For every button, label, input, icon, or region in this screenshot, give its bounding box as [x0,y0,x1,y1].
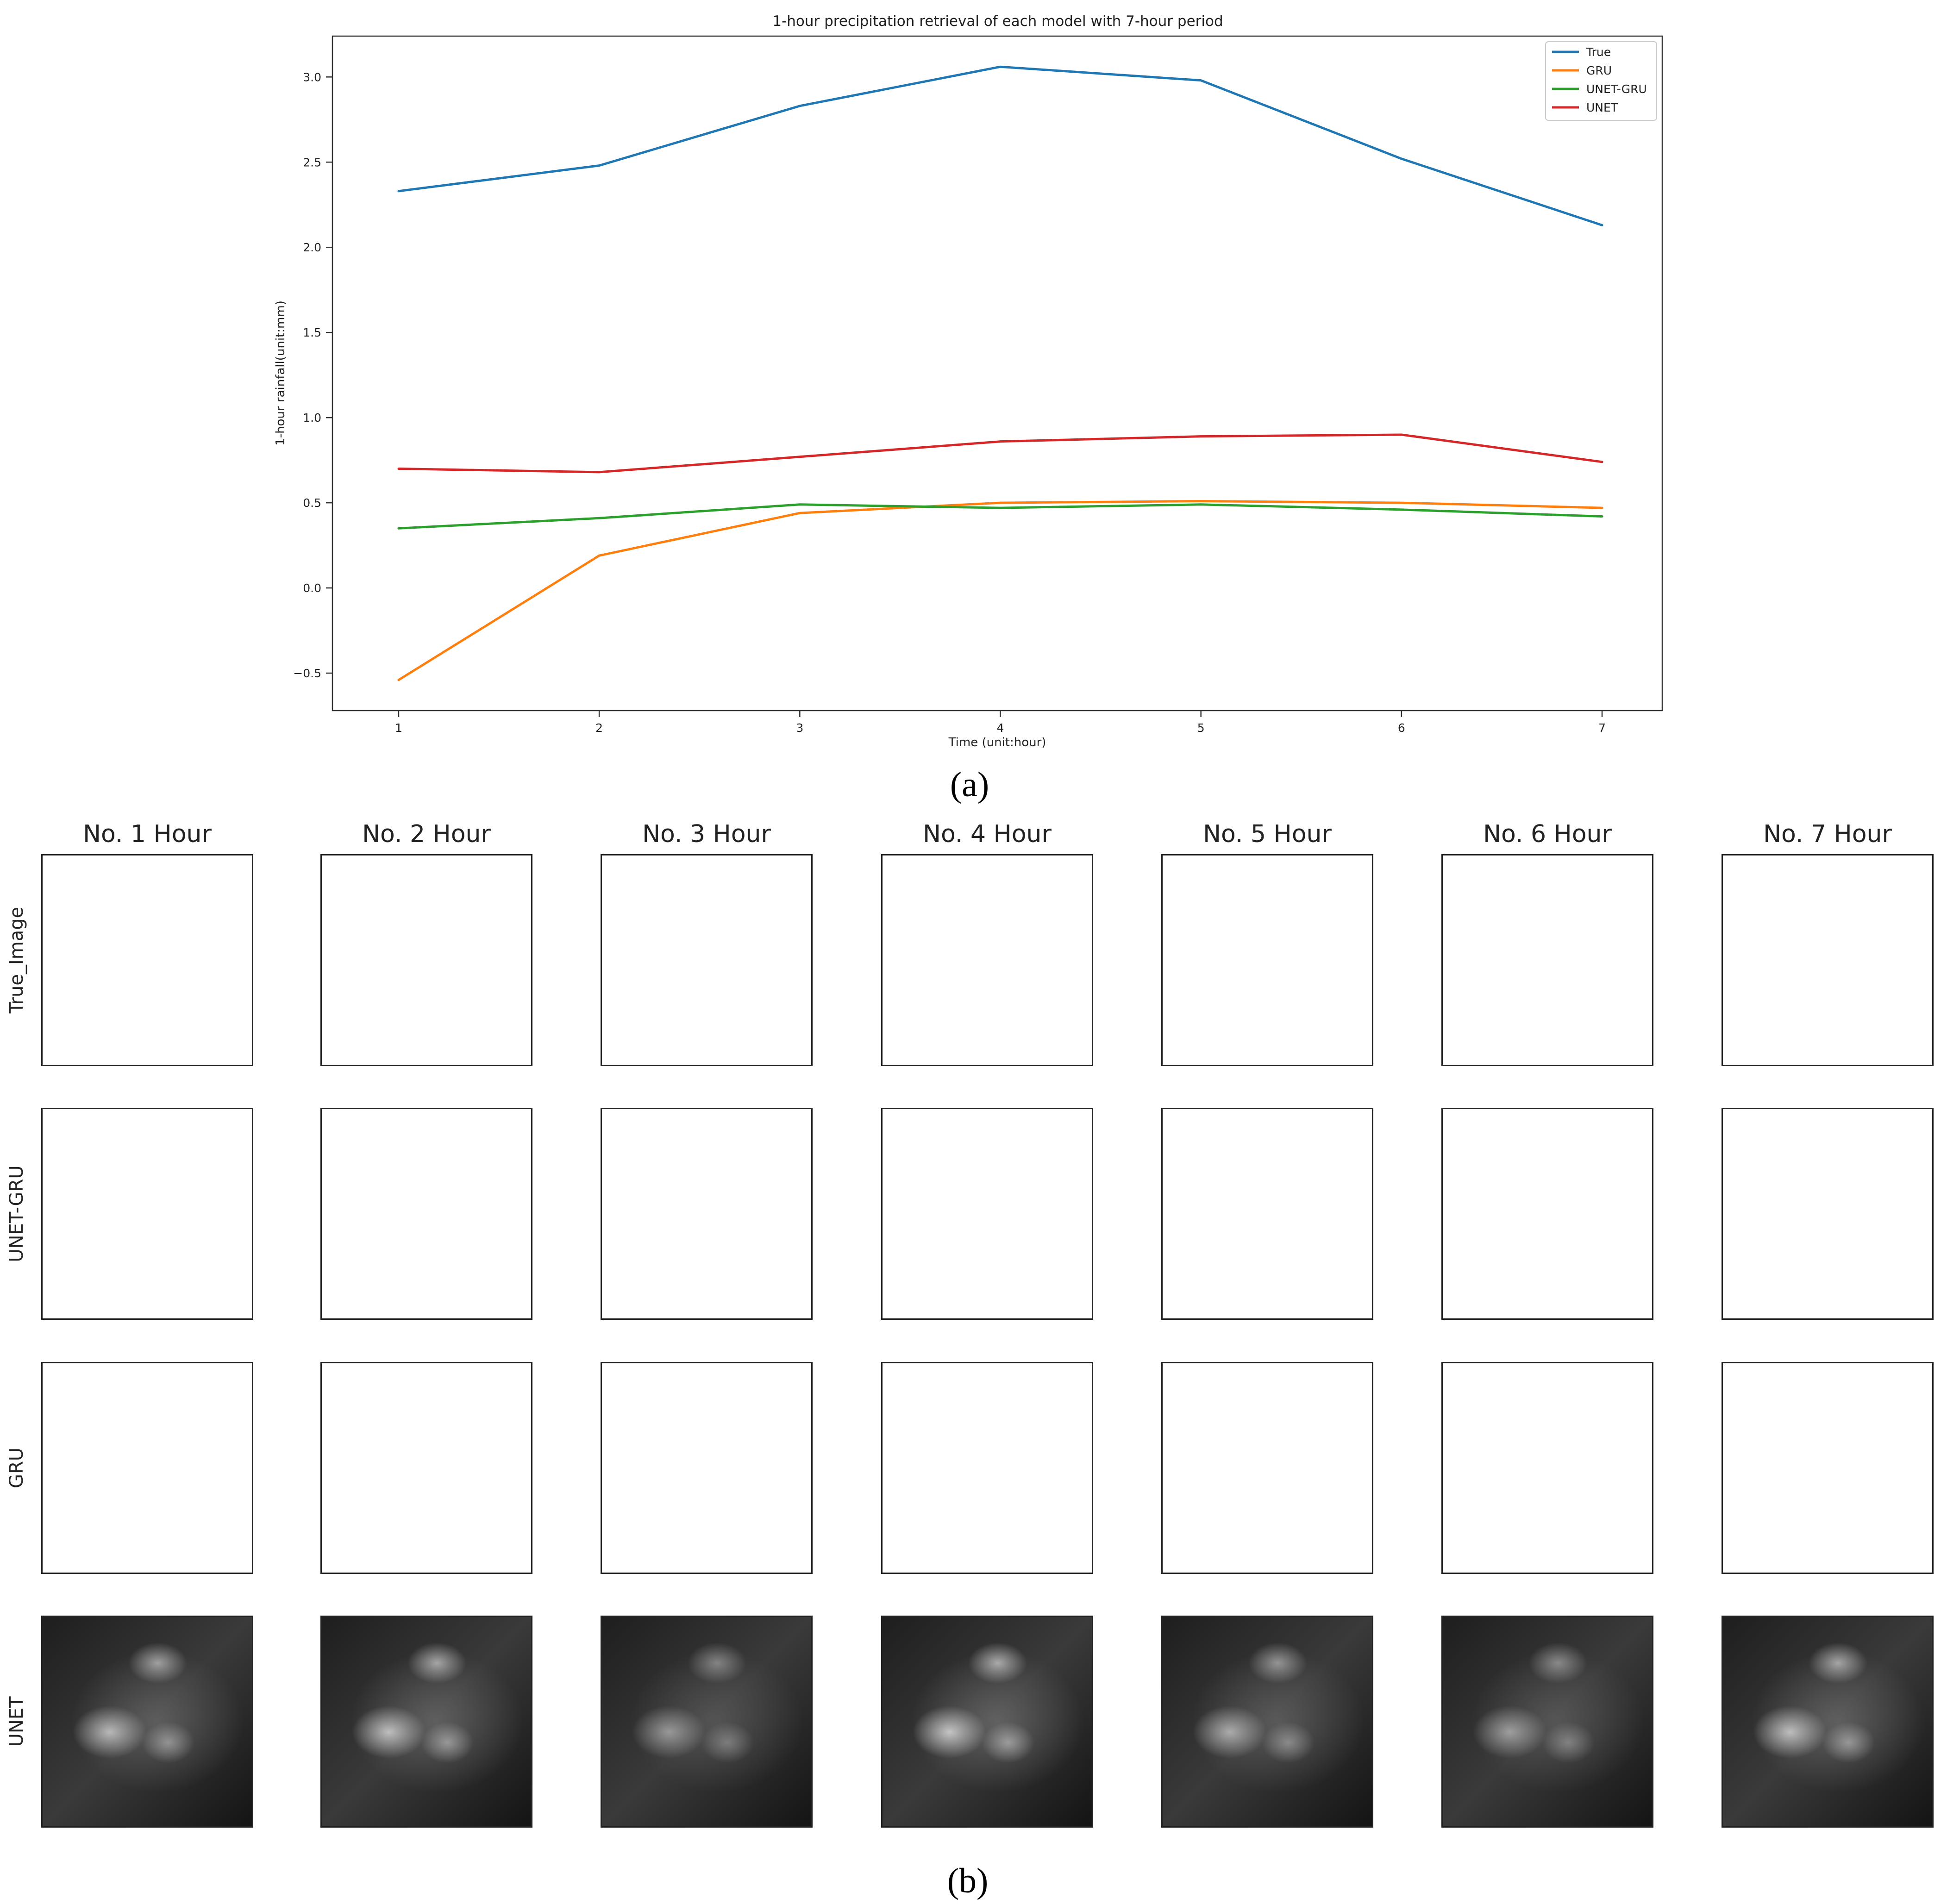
image-tile [1441,1616,1653,1828]
image-tile [1161,1108,1373,1320]
x-tick-label: 7 [1598,721,1606,735]
y-tick-label: 0.5 [303,496,321,510]
image-tile [1722,1108,1934,1320]
legend-entry: UNET-GRU [1586,82,1647,96]
y-axis-ticks: −0.5 0.0 0.5 1.0 1.5 2.0 2.5 3.0 [293,70,332,680]
image-tile [1722,1616,1934,1828]
legend-entry: UNET [1586,101,1618,114]
x-tick-label: 6 [1398,721,1405,735]
panel-a-label: (a) [950,765,989,804]
series-line-unet-gru [397,503,1603,530]
column-title: No. 1 Hour [83,820,212,848]
x-axis-ticks: 1 2 3 4 5 6 7 [395,711,1606,735]
image-tile [1161,1362,1373,1574]
row-label: True_Image [6,906,27,1014]
y-tick-label: −0.5 [293,667,321,680]
image-tile [41,1616,253,1828]
x-tick-label: 2 [595,721,603,735]
series-line-gru [397,499,1603,681]
image-tile [601,1108,813,1320]
image-tile [881,854,1093,1066]
image-tile [320,854,532,1066]
panel-b-label: (b) [947,1861,989,1900]
y-tick-label: 1.5 [303,326,321,339]
image-tile [881,1362,1093,1574]
x-tick-label: 1 [395,721,402,735]
y-tick-label: 1.0 [303,411,321,424]
image-tile [320,1616,532,1828]
image-tile [41,854,253,1066]
column-title: No. 4 Hour [923,820,1052,848]
y-tick-label: 2.0 [303,241,321,254]
plot-area [332,35,1663,712]
image-tile [1722,854,1934,1066]
series-line-unet [397,433,1603,474]
line-chart: 1-hour precipitation retrieval of each m… [274,13,1663,749]
image-tile [601,1616,813,1828]
image-tile [1161,854,1373,1066]
image-tile [1722,1362,1934,1574]
legend-entry: True [1586,45,1611,59]
series-line-true [397,65,1603,226]
x-tick-label: 4 [997,721,1004,735]
image-tile [601,854,813,1066]
image-tile [41,1108,253,1320]
image-tile [1441,1362,1653,1574]
row-label: UNET [6,1696,27,1747]
image-tile [1161,1616,1373,1828]
image-tile [881,1616,1093,1828]
image-tile [881,1108,1093,1320]
image-tile [601,1362,813,1574]
x-tick-label: 3 [796,721,803,735]
image-tile [1441,854,1653,1066]
row-label: UNET-GRU [6,1165,27,1262]
chart-title: 1-hour precipitation retrieval of each m… [772,13,1223,30]
image-tile [41,1362,253,1574]
y-axis-label: 1-hour rainfall(unit:mm) [274,300,288,446]
row-label: GRU [6,1447,27,1489]
image-tile [320,1362,532,1574]
image-tile [320,1108,532,1320]
x-tick-label: 5 [1197,721,1205,735]
column-title: No. 6 Hour [1483,820,1612,848]
image-tile [1441,1108,1653,1320]
y-tick-label: 3.0 [303,70,321,84]
column-title: No. 3 Hour [642,820,771,848]
legend-entry: GRU [1586,64,1612,77]
legend: True GRU UNET-GRU UNET [1545,41,1657,121]
column-title: No. 7 Hour [1763,820,1892,848]
column-title: No. 5 Hour [1203,820,1332,848]
series-lines [397,65,1603,681]
y-tick-label: 2.5 [303,156,321,169]
x-axis-label: Time (unit:hour) [948,736,1046,749]
column-title: No. 2 Hour [362,820,491,848]
legend-box [1545,41,1657,121]
y-tick-label: 0.0 [303,581,321,595]
